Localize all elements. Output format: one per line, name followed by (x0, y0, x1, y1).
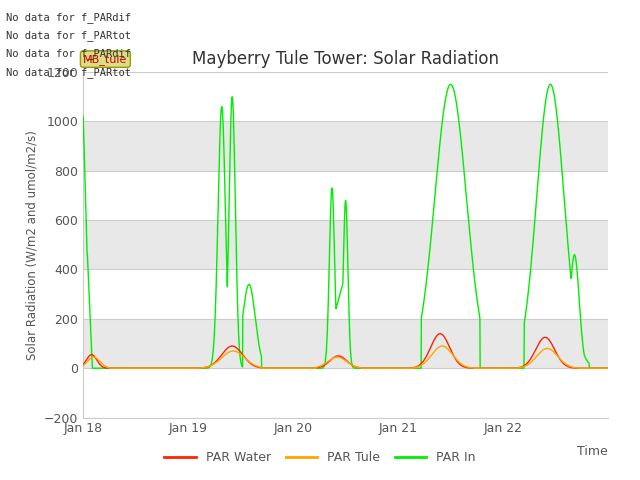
Bar (83, 72, 608, 121)
Bar (83, 269, 608, 319)
Text: Time: Time (577, 445, 608, 458)
Bar (83, 368, 608, 418)
Bar (83, 319, 608, 368)
Text: No data for f_PARtot: No data for f_PARtot (6, 30, 131, 41)
Bar (83, 220, 608, 269)
Bar (83, 121, 608, 171)
Text: No data for f_PARdif: No data for f_PARdif (6, 12, 131, 23)
Text: No data for f_PARtot: No data for f_PARtot (6, 67, 131, 78)
Legend: PAR Water, PAR Tule, PAR In: PAR Water, PAR Tule, PAR In (159, 446, 481, 469)
Title: Mayberry Tule Tower: Solar Radiation: Mayberry Tule Tower: Solar Radiation (192, 49, 499, 68)
Y-axis label: Solar Radiation (W/m2 and umol/m2/s): Solar Radiation (W/m2 and umol/m2/s) (26, 130, 38, 360)
Text: MB_tule: MB_tule (83, 54, 127, 64)
Text: No data for f_PARdif: No data for f_PARdif (6, 48, 131, 60)
Bar (83, 171, 608, 220)
